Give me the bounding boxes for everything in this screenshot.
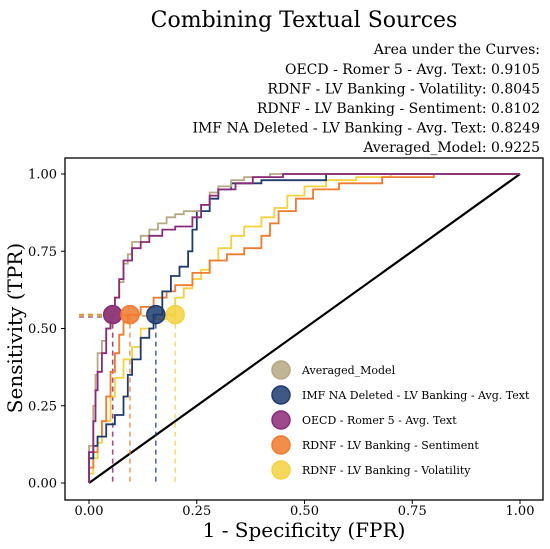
legend-label: RDNF - LV Banking - Volatility	[302, 464, 471, 477]
auc-summary: Area under the Curves: OECD - Romer 5 - …	[192, 42, 540, 156]
x-tick-label: 0.00	[75, 504, 104, 519]
auc-line: IMF NA Deleted - LV Banking - Avg. Text:…	[192, 121, 540, 137]
legend-swatch	[271, 410, 291, 430]
x-tick-label: 0.75	[398, 504, 427, 519]
threshold-markers-layer	[102, 304, 185, 325]
threshold-marker	[146, 304, 166, 325]
threshold-marker	[102, 304, 123, 325]
y-tick-label: 0.75	[28, 245, 57, 260]
axis-ticks-layer: 0.00 0.25 0.50 0.75 1.00 0.00 0.25 0.50 0.75 1.00	[28, 168, 534, 520]
legend-swatch	[271, 435, 291, 455]
y-tick-label: 0.25	[28, 399, 57, 414]
legend-swatch	[271, 385, 291, 405]
legend-swatch	[271, 460, 291, 480]
x-tick-label: 0.25	[182, 504, 211, 519]
y-tick-label: 1.00	[28, 168, 57, 183]
x-axis-label: 1 - Specificity (FPR)	[203, 518, 406, 542]
auc-line: RDNF - LV Banking - Sentiment: 0.8102	[257, 101, 540, 117]
auc-line: Averaged_Model: 0.9225	[362, 140, 540, 156]
y-tick-label: 0.00	[28, 477, 57, 492]
threshold-marker	[120, 304, 140, 325]
chance-diagonal-layer	[88, 173, 521, 484]
legend-swatch	[271, 360, 291, 380]
auc-line: RDNF - LV Banking - Volatility: 0.8045	[267, 82, 540, 98]
roc-curve-series	[88, 173, 520, 483]
legend-label: OECD - Romer 5 - Avg. Text	[302, 414, 457, 427]
legend: Averaged_Model IMF NA Deleted - LV Bankin…	[271, 360, 530, 480]
y-axis-label: Sensitivity (TPR)	[3, 243, 27, 413]
legend-label: Averaged_Model	[301, 364, 396, 377]
chance-diagonal-line	[88, 173, 521, 484]
roc-curve-series	[88, 173, 520, 483]
legend-label: IMF NA Deleted - LV Banking - Avg. Text	[302, 389, 530, 402]
legend-label: RDNF - LV Banking - Sentiment	[302, 439, 479, 452]
x-tick-label: 0.50	[290, 504, 319, 519]
y-tick-label: 0.50	[28, 322, 57, 337]
auc-line: OECD - Romer 5 - Avg. Text: 0.9105	[285, 62, 540, 78]
x-tick-label: 1.00	[506, 504, 535, 519]
auc-header: Area under the Curves:	[373, 42, 540, 58]
roc-curve-series	[88, 173, 520, 483]
threshold-marker	[165, 304, 185, 325]
chart-title: Combining Textual Sources	[151, 8, 458, 33]
